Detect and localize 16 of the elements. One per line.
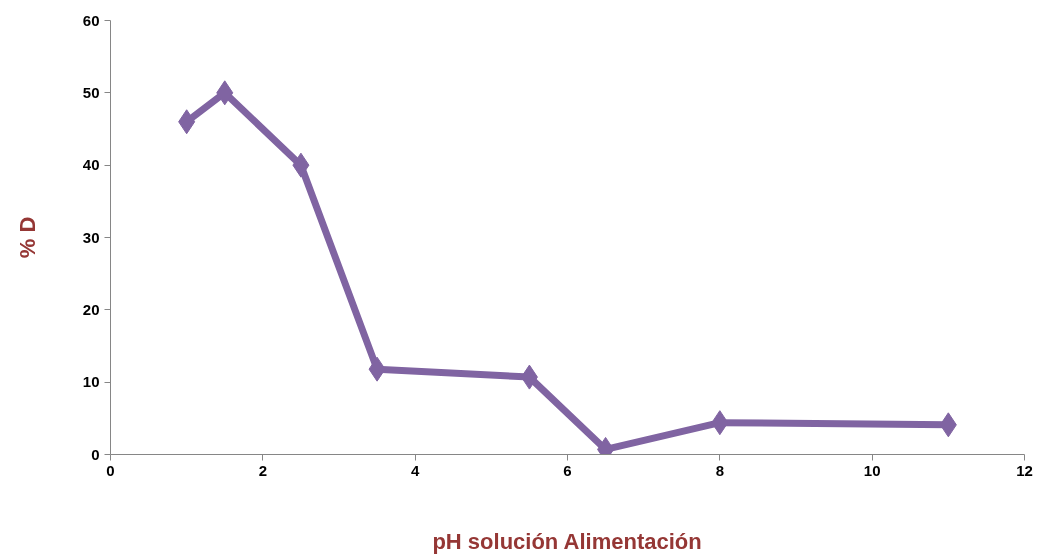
y-tick-label: 50 [82, 83, 100, 101]
x-tick-label: 4 [411, 461, 420, 479]
x-tick-label: 6 [563, 461, 572, 479]
y-axis-title: % D [14, 216, 40, 259]
y-tick-label: 60 [82, 11, 100, 29]
y-tick-label: 10 [82, 373, 100, 391]
x-tick-label: 12 [1016, 461, 1033, 479]
x-axis-title: pH solución Alimentación [432, 528, 702, 554]
y-tick-label: 30 [82, 228, 100, 246]
x-tick-label: 8 [715, 461, 725, 479]
y-tick-label: 20 [82, 300, 100, 318]
x-tick-label: 2 [258, 461, 268, 479]
x-tick-label: 0 [106, 461, 115, 479]
x-tick-label: 10 [863, 461, 881, 479]
y-tick-label: 40 [82, 156, 100, 174]
y-tick-label: 0 [91, 445, 100, 463]
